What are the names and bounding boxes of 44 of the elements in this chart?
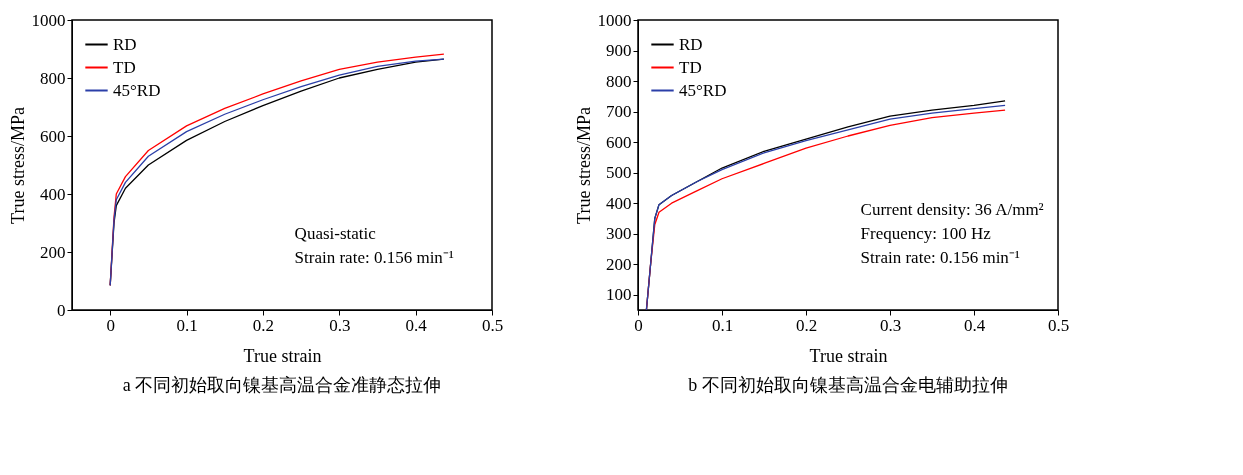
x-tick-label: 0.1 [176,315,198,335]
y-tick-label: 1000 [597,10,632,30]
x-tick-label: 0.4 [963,315,986,335]
y-tick-label: 900 [606,41,632,61]
x-tick-label: 0.1 [711,315,734,335]
legend-label: TD [679,57,702,77]
annotation: Current density: 36 A/mm² [860,199,1044,219]
annotation: Frequency: 100 Hz [860,223,992,243]
y-tick-label: 600 [40,126,66,146]
x-axis-title: True strain [809,345,888,366]
x-axis-title: True strain [243,345,322,366]
x-tick-label: 0 [106,315,115,335]
legend-label: 45°RD [679,80,727,100]
x-tick-label: 0.3 [329,315,351,335]
legend-label: 45°RD [113,80,161,100]
legend-label: RD [679,34,703,54]
y-tick-label: 1000 [31,10,66,30]
y-axis-title: True stress/MPa [7,107,28,224]
y-tick-label: 700 [606,102,632,122]
y-tick-label: 200 [40,242,66,262]
text: b 不同初始取向镍基高温合金电辅助拉伸 [688,375,1008,395]
x-tick-label: 0.2 [252,315,275,335]
y-tick-label: 800 [40,68,66,88]
y-tick-label: 400 [606,193,632,213]
y-tick-label: 600 [606,132,632,152]
y-tick-label: 400 [40,184,66,204]
x-tick-label: 0.5 [1047,315,1070,335]
x-tick-label: 0.3 [879,315,902,335]
y-tick-label: 100 [606,285,632,305]
text: a 不同初始取向镍基高温合金准静态拉伸 [122,375,442,395]
y-tick-label: 800 [606,71,632,91]
y-tick-label: 300 [606,224,632,244]
x-tick-label: 0.4 [405,315,428,335]
annotation: Quasi-static [294,223,377,243]
annotation: Strain rate: 0.156 min⁻¹ [860,247,1020,267]
y-tick-label: 500 [606,163,632,183]
y-axis-title: True stress/MPa [573,107,594,224]
y-tick-label: 0 [57,300,66,320]
legend-label: RD [113,34,137,54]
annotation: Strain rate: 0.156 min⁻¹ [294,247,454,267]
x-tick-label: 0.2 [795,315,818,335]
x-tick-label: 0.5 [481,315,504,335]
legend-label: TD [113,57,136,77]
y-tick-label: 200 [606,254,632,274]
